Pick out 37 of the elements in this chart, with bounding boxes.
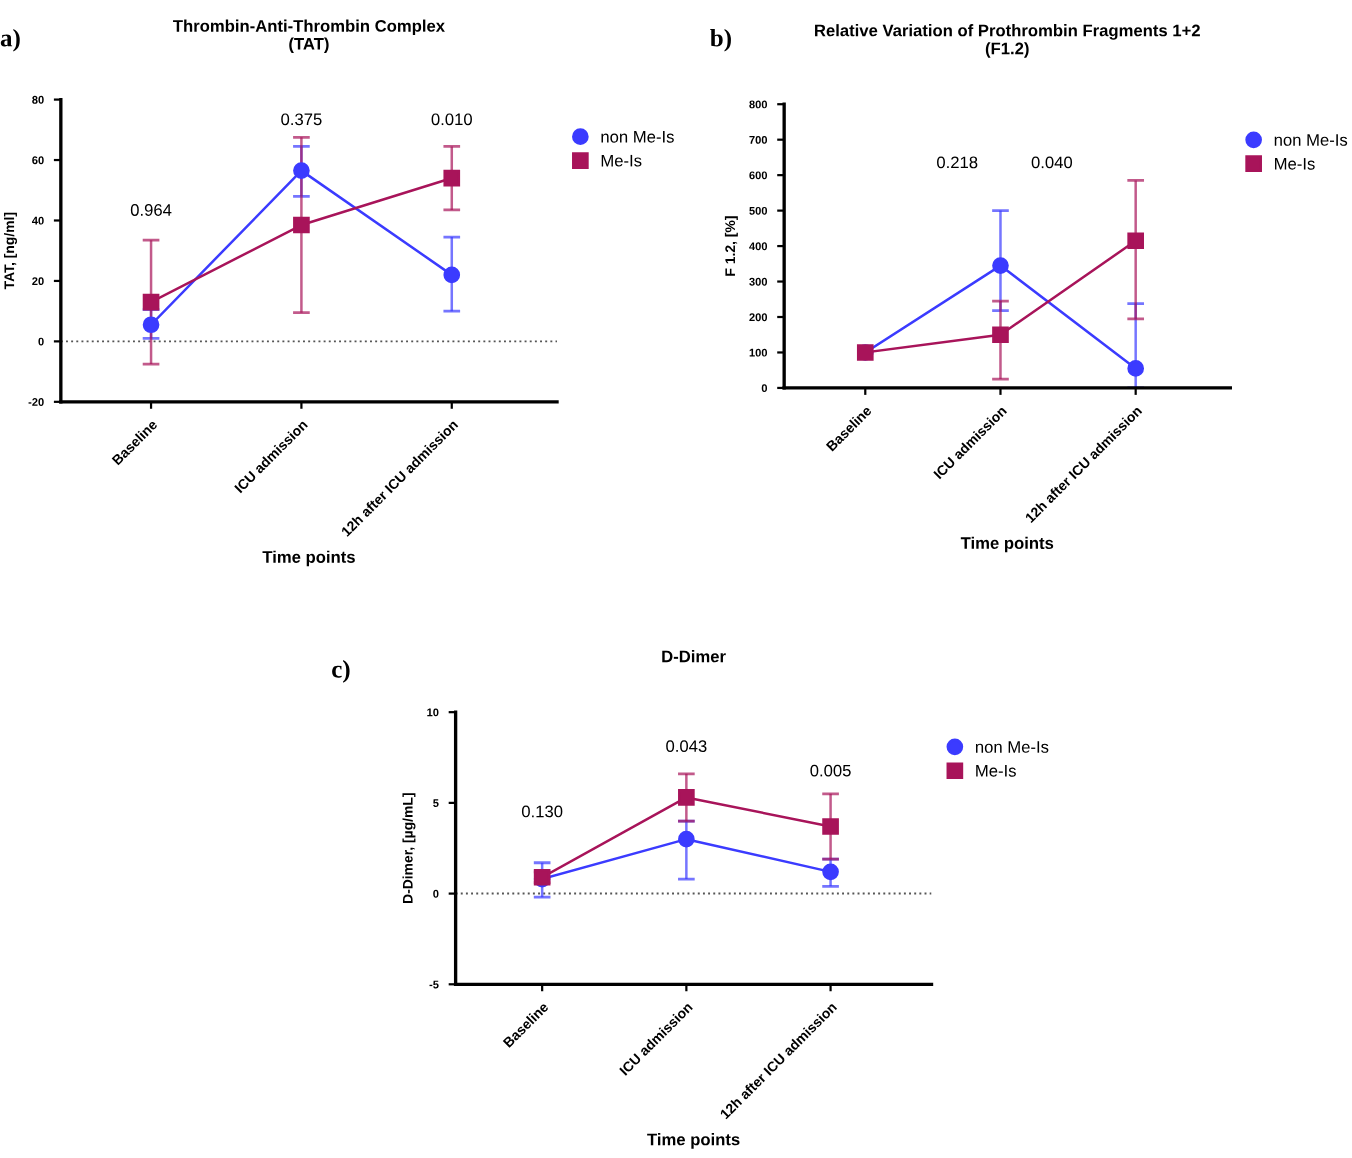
- legend-label: Me-Is: [976, 765, 1016, 777]
- text: b): [710, 28, 731, 52]
- point: [443, 266, 461, 284]
- point: [443, 169, 461, 187]
- point: [992, 257, 1009, 274]
- legend-label: Me-Is: [601, 154, 642, 167]
- legend-label: non Me-Is: [1274, 134, 1348, 146]
- chart-title: Relative Variation of Prothrombin Fragments 1+2 (F1.2): [815, 24, 1200, 58]
- point: [142, 293, 160, 311]
- annotation: 0.010: [431, 113, 472, 126]
- text: c): [332, 660, 350, 683]
- point: [822, 863, 839, 881]
- annotation: 0.005: [810, 764, 851, 777]
- point: [293, 162, 310, 179]
- legend-label: Me-Is: [1275, 158, 1315, 170]
- legend-label: non Me-Is: [601, 131, 674, 143]
- chart-title: D-Dimer: [662, 650, 726, 663]
- x-axis-title: Time points: [960, 536, 1054, 553]
- legend-label: non Me-Is: [975, 741, 1049, 753]
- point: [992, 326, 1009, 344]
- point: [1127, 360, 1145, 377]
- point: [142, 316, 160, 334]
- point: [678, 789, 695, 806]
- point: [293, 216, 310, 234]
- annotation: 0.375: [281, 113, 322, 126]
- point: [1127, 232, 1145, 250]
- annotation: 0.040: [1031, 156, 1073, 169]
- point: [678, 830, 695, 848]
- annotation: 0.130: [521, 805, 563, 818]
- text: a): [0, 28, 20, 52]
- x-axis-title: Time points: [262, 550, 355, 567]
- chart-title: Thrombin-Anti-Thrombin Complex (TAT): [173, 19, 445, 54]
- annotation: 0.964: [130, 204, 172, 216]
- annotation: 0.043: [666, 740, 707, 753]
- annotation: 0.218: [937, 156, 978, 169]
- point: [822, 818, 839, 835]
- x-axis-title: Time points: [647, 1133, 740, 1149]
